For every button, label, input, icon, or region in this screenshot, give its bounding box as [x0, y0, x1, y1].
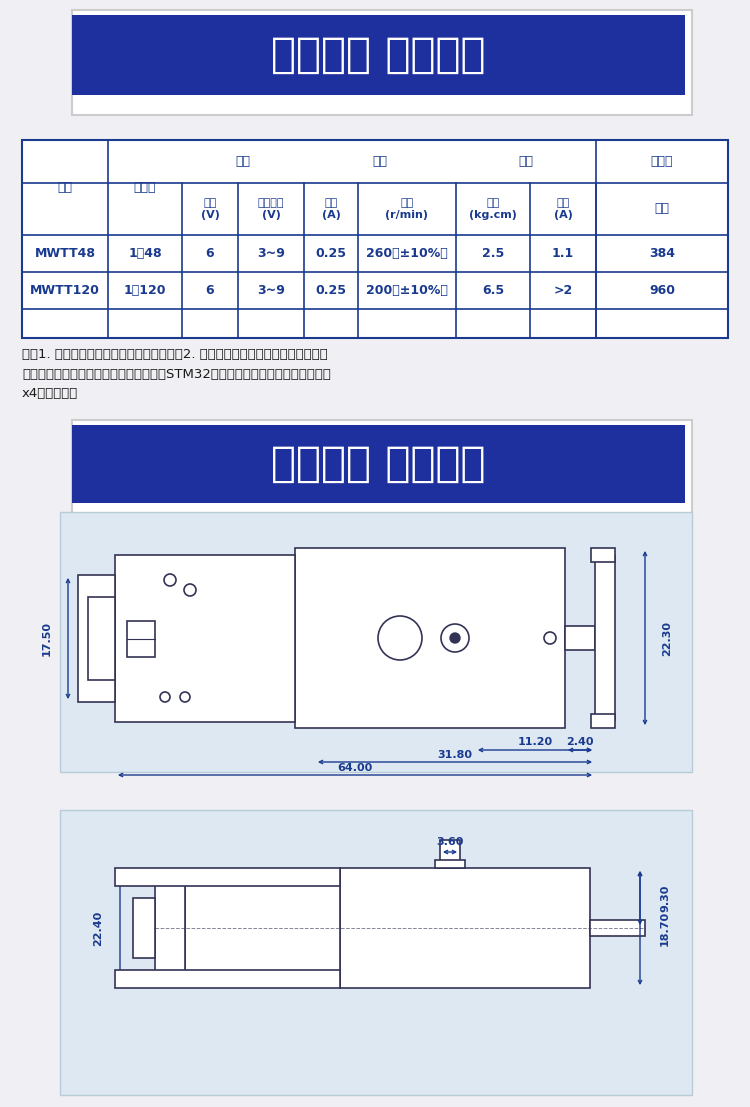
Bar — [565, 625, 595, 650]
Text: 注：1. 上表数据以减速箱输出轴进行测量；2. 编码器线数是指电机输出轴转动一圈
时编码器单相可以输出的脉冲数。若利用STM32等单片机进行四倍频，可得到线数
: 注：1. 上表数据以减速箱输出轴进行测量；2. 编码器线数是指电机输出轴转动一圈… — [22, 348, 331, 400]
Bar — [115, 970, 340, 989]
Text: 260（±10%）: 260（±10%） — [366, 247, 448, 260]
Text: 11.20: 11.20 — [518, 737, 553, 747]
Text: 3.60: 3.60 — [436, 837, 463, 847]
Bar — [72, 15, 685, 95]
Bar — [88, 597, 115, 680]
Text: 1.1: 1.1 — [552, 247, 574, 260]
Bar — [440, 840, 460, 868]
Text: 22.30: 22.30 — [662, 621, 672, 655]
Text: 22.40: 22.40 — [93, 910, 103, 945]
Text: 额定
(V): 额定 (V) — [200, 198, 220, 220]
Bar — [72, 10, 692, 115]
Text: >2: >2 — [554, 284, 573, 297]
Text: 200（±10%）: 200（±10%） — [366, 284, 448, 297]
Bar — [60, 810, 692, 1095]
Text: 堵转: 堵转 — [518, 155, 533, 168]
Bar — [78, 575, 115, 702]
Text: 31.80: 31.80 — [437, 751, 472, 761]
Bar — [127, 621, 155, 656]
Bar — [590, 920, 645, 937]
Text: 64.00: 64.00 — [338, 763, 373, 773]
Text: 1：120: 1：120 — [124, 284, 166, 297]
Text: 空载: 空载 — [373, 155, 388, 168]
Bar — [60, 513, 692, 772]
Text: 电流
(A): 电流 (A) — [554, 198, 572, 220]
Bar — [591, 548, 615, 562]
Text: 3~9: 3~9 — [257, 284, 285, 297]
Text: 编码器: 编码器 — [651, 155, 674, 168]
Bar — [72, 420, 692, 523]
Text: 0.25: 0.25 — [316, 247, 346, 260]
Text: 960: 960 — [649, 284, 675, 297]
Text: 3~9: 3~9 — [257, 247, 285, 260]
Bar — [133, 898, 155, 958]
Text: MWTT120: MWTT120 — [30, 284, 100, 297]
Text: 6: 6 — [206, 284, 214, 297]
Bar — [115, 555, 295, 722]
Bar — [72, 425, 685, 503]
Text: 9.30: 9.30 — [660, 884, 670, 912]
Bar — [115, 868, 340, 886]
Text: 电压: 电压 — [236, 155, 250, 168]
Text: 型号: 型号 — [58, 182, 73, 194]
Text: 转速
(r/min): 转速 (r/min) — [386, 198, 428, 220]
Bar — [340, 868, 590, 989]
Text: 了解尺寸 安装无忧: 了解尺寸 安装无忧 — [272, 443, 486, 485]
Text: 2.5: 2.5 — [482, 247, 504, 260]
Text: 0.25: 0.25 — [316, 284, 346, 297]
Text: 6: 6 — [206, 247, 214, 260]
Text: MWTT48: MWTT48 — [34, 247, 95, 260]
Text: 工作范围
(V): 工作范围 (V) — [258, 198, 284, 220]
Bar — [595, 556, 615, 720]
Text: 18.70: 18.70 — [660, 910, 670, 945]
Bar — [185, 873, 340, 983]
Text: 17.50: 17.50 — [42, 621, 52, 656]
Text: 扭矩
(kg.cm): 扭矩 (kg.cm) — [469, 198, 517, 220]
Bar — [435, 860, 465, 868]
Bar — [295, 548, 565, 728]
Text: 1：48: 1：48 — [128, 247, 162, 260]
Text: 电流
(A): 电流 (A) — [322, 198, 340, 220]
Text: 减速比: 减速比 — [134, 182, 156, 194]
Bar — [591, 714, 615, 728]
Bar — [22, 139, 728, 338]
Bar — [155, 883, 185, 973]
Text: 线数: 线数 — [655, 203, 670, 216]
Text: 384: 384 — [649, 247, 675, 260]
Circle shape — [450, 633, 460, 643]
Text: 6.5: 6.5 — [482, 284, 504, 297]
Text: 了解参数 放心使用: 了解参数 放心使用 — [272, 34, 486, 76]
Text: 2.40: 2.40 — [566, 737, 594, 747]
